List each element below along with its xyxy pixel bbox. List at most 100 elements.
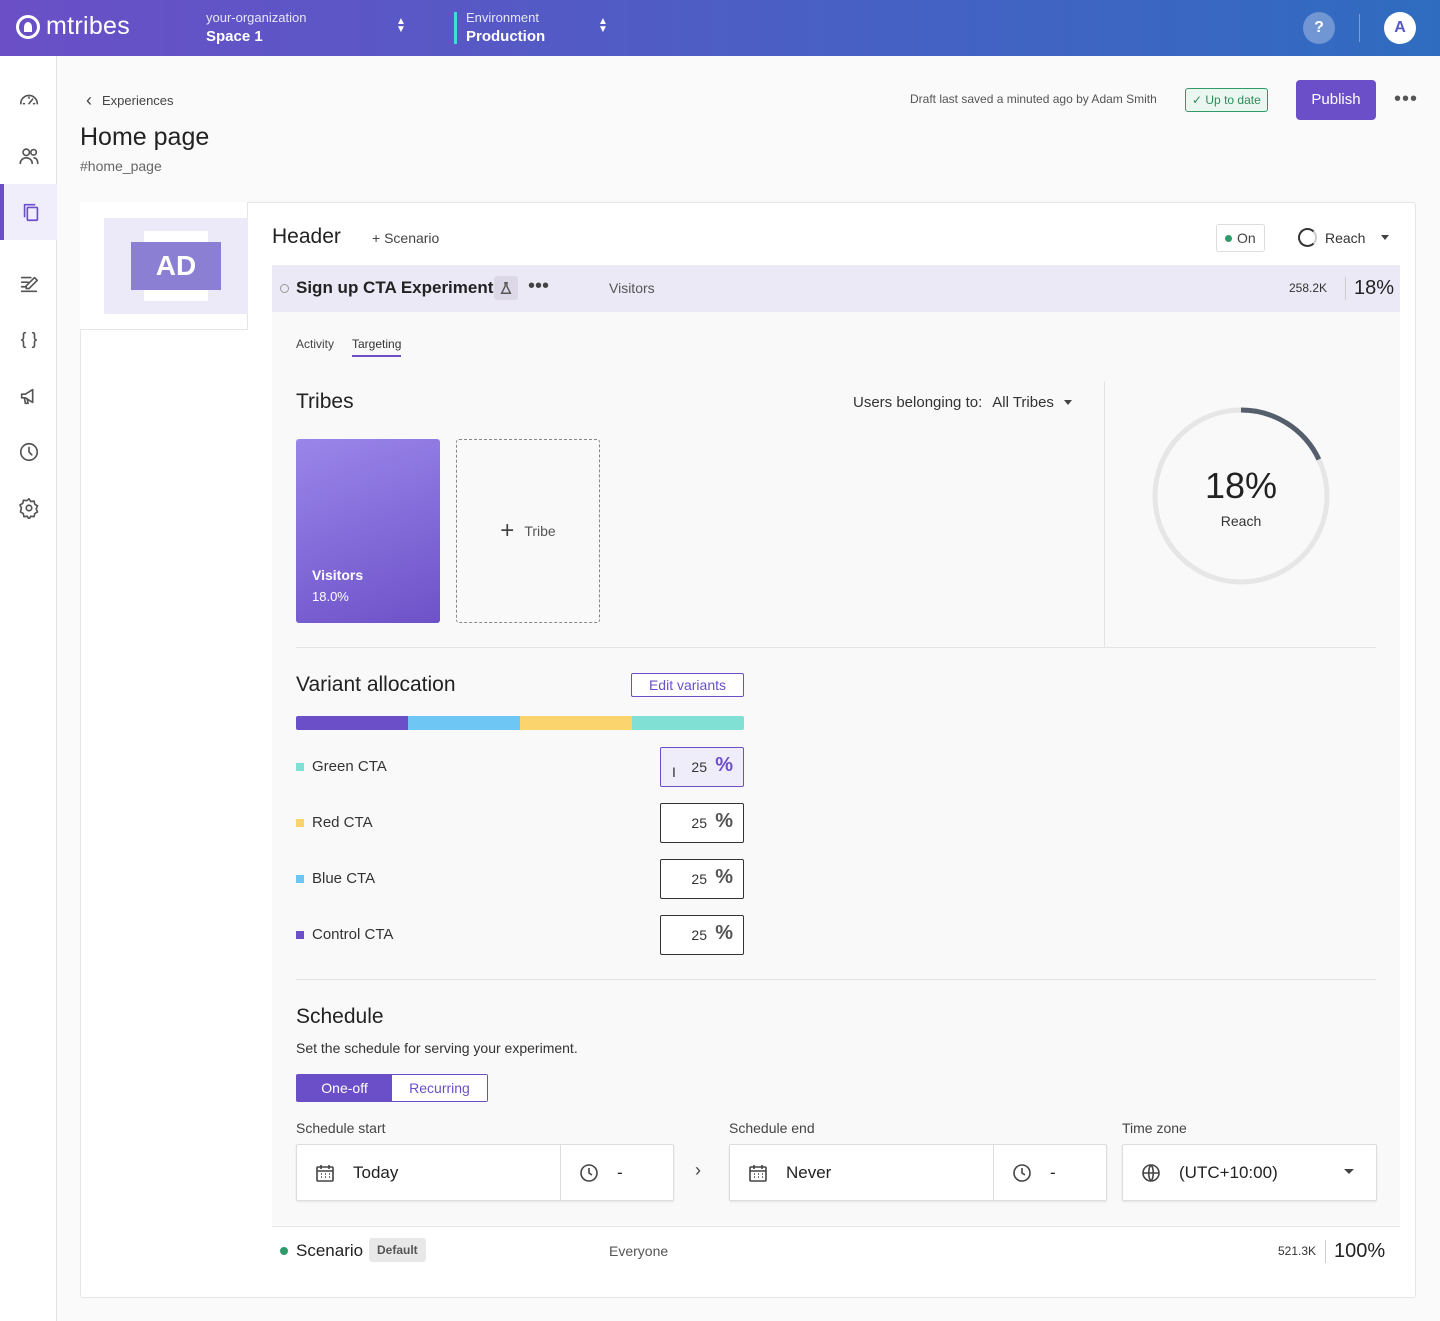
allocation-segment [632,716,744,730]
reach-ring-icon [1298,228,1317,247]
end-time-input[interactable]: - [1012,1145,1056,1200]
start-date-value: Today [353,1162,399,1182]
state-toggle[interactable]: On [1216,224,1265,252]
reach-dropdown-label: Reach [1325,229,1366,246]
logo-icon [16,14,40,39]
back-label: Experiences [102,93,174,108]
reach-label: Reach [1220,513,1262,529]
variant-row: Red CTA 25 % [296,803,744,843]
page-key: #home_page [80,158,162,174]
space-selector[interactable]: your-organization Space 1 ▲ ▼ [206,10,416,45]
timezone-select[interactable]: (UTC+10:00) [1122,1144,1377,1201]
scenario-count: 521.3K [1278,1244,1317,1258]
variant-name: Control CTA [312,926,394,943]
plus-icon: + [500,517,515,544]
start-date-input[interactable]: Today [315,1145,398,1200]
env-color-bar [454,12,457,44]
mode-oneoff-button[interactable]: One-off [297,1075,392,1101]
tribe-card[interactable]: Visitors 18.0% [296,439,440,623]
space-name: Space 1 [206,28,263,45]
status-label: Up to date [1205,93,1261,107]
allocation-segment [296,716,408,730]
publish-button[interactable]: Publish [1296,80,1376,120]
clock-icon [580,1163,598,1182]
variant-percent-input[interactable]: 25 % [660,859,744,899]
start-time-input[interactable]: - [579,1145,623,1200]
environment-selector[interactable]: Environment Production ▲ ▼ [466,10,616,45]
variant-allocation-title: Variant allocation [296,673,456,696]
variant-percent-input[interactable]: 25 % [660,915,744,955]
allocation-segment [408,716,520,730]
history-icon [19,442,38,462]
variant-swatch [296,931,304,939]
mode-recurring-button[interactable]: Recurring [392,1075,487,1101]
help-button[interactable]: ? [1303,12,1335,44]
reach-donut [1152,407,1330,585]
org-label: your-organization [206,10,307,25]
end-date-value: Never [786,1162,832,1182]
top-bar: mtribes your-organization Space 1 ▲ ▼ Env… [0,0,1440,56]
variant-swatch [296,763,304,771]
reach-dropdown[interactable]: Reach [1298,228,1390,247]
experiment-name: Sign up CTA Experiment [296,278,494,297]
default-scenario-row[interactable]: Scenario Default Everyone 521.3K 100% [272,1226,1400,1274]
nav-experiences[interactable] [0,184,57,240]
percent-icon: % [715,754,733,776]
caret-down-icon [1381,235,1390,240]
add-scenario-button[interactable]: + Scenario [372,230,440,246]
variant-name: Red CTA [312,814,373,831]
experiment-tribe: Visitors [609,280,655,296]
percent-icon: % [715,810,733,832]
variant-row: Green CTA 25 % [296,747,744,787]
updown-icon: ▲ ▼ [598,16,608,35]
experiment-menu-icon[interactable]: ••• [528,275,550,297]
schedule-mode-toggle: One-off Recurring [296,1074,488,1102]
schedule-start-label: Schedule start [296,1120,386,1136]
status-badge: ✓ Up to date [1185,88,1268,112]
caret-down-icon [1344,1169,1354,1174]
user-avatar[interactable]: A [1384,12,1416,44]
variant-percent-input[interactable]: 25 % [660,803,744,843]
experiment-count: 258.2K [1289,281,1328,295]
percent-icon: % [715,922,733,944]
users-icon [18,148,39,165]
flask-icon [494,276,518,300]
end-date-input[interactable]: Never [748,1145,831,1200]
schedule-start-field: Today - [296,1144,674,1201]
tribe-filter[interactable]: Users belonging to: All Tribes [853,394,1072,411]
add-tribe-button[interactable]: + Tribe [456,439,600,623]
nav-code[interactable] [0,312,57,368]
percent-icon: % [715,866,733,888]
more-options-icon[interactable]: ••• [1394,88,1419,110]
nav-edit[interactable] [0,256,57,312]
section-thumbnail[interactable]: AD [104,218,248,314]
tribes-title: Tribes [296,390,354,413]
nav-settings[interactable] [0,480,57,536]
experiment-percent: 18% [1345,277,1394,300]
brand-logo[interactable]: mtribes [16,12,130,41]
variant-swatch [296,819,304,827]
tab-activity[interactable]: Activity [296,337,335,351]
on-dot-icon [1225,235,1232,242]
allocation-bar [296,716,744,730]
timezone-value-wrap: (UTC+10:00) [1141,1145,1278,1200]
variant-value: 25 [691,871,707,887]
nav-campaigns[interactable] [0,368,57,424]
updown-icon: ▲ ▼ [396,16,406,35]
check-icon: ✓ [1192,93,1206,107]
code-braces-icon [20,331,37,349]
text-cursor-icon: I [672,764,676,780]
tab-targeting[interactable]: Targeting [352,337,402,357]
variant-percent-input[interactable]: 25 % [660,747,744,787]
divider [1359,14,1360,42]
edit-variants-button[interactable]: Edit variants [631,673,744,697]
reach-percent: 18% [1204,465,1278,506]
nav-tribes[interactable] [0,128,57,184]
experiment-row[interactable]: Sign up CTA Experiment ••• Visitors 258.… [272,265,1400,312]
nav-dashboard[interactable] [0,72,57,128]
clock-icon [1013,1163,1031,1182]
back-link[interactable]: ‹ Experiences [86,90,174,111]
nav-history[interactable] [0,424,57,480]
default-badge: Default [369,1238,426,1262]
edit-icon [20,276,38,293]
